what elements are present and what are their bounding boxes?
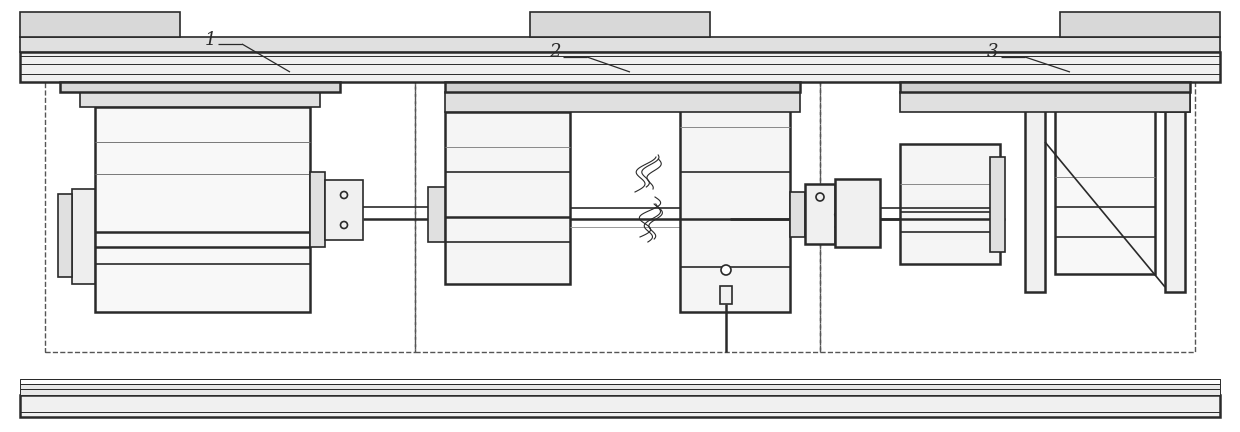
Bar [415,72,820,352]
Bar [790,192,805,237]
Bar [900,144,999,264]
Bar [58,194,72,277]
Bar [1025,92,1045,292]
Bar [1060,12,1220,37]
Bar [20,389,1220,395]
Text: 2: 2 [549,43,560,61]
Bar [20,384,1220,389]
Bar [20,395,1220,417]
Bar [428,187,445,242]
Bar [1159,87,1190,112]
Bar [20,379,1220,384]
Text: 3: 3 [987,43,998,61]
Bar [680,92,790,312]
Bar [20,37,1220,52]
Bar [310,172,325,247]
Circle shape [720,265,732,275]
Bar [325,180,363,240]
Bar [900,92,1190,112]
Text: 1: 1 [205,31,216,49]
Bar [72,189,95,284]
Bar [720,286,732,304]
Bar [60,82,340,92]
Bar [835,179,880,247]
Bar [1055,109,1154,274]
Bar [20,52,1220,82]
Bar [95,107,310,312]
Bar [445,112,570,284]
Bar [990,157,1004,252]
Bar [805,184,835,244]
Bar [445,82,800,92]
Bar [81,92,320,107]
Bar [1166,92,1185,292]
Bar [45,72,415,352]
Bar [820,72,1195,352]
Bar [529,12,711,37]
Bar [445,92,800,112]
Bar [20,12,180,37]
Bar [900,82,1190,92]
